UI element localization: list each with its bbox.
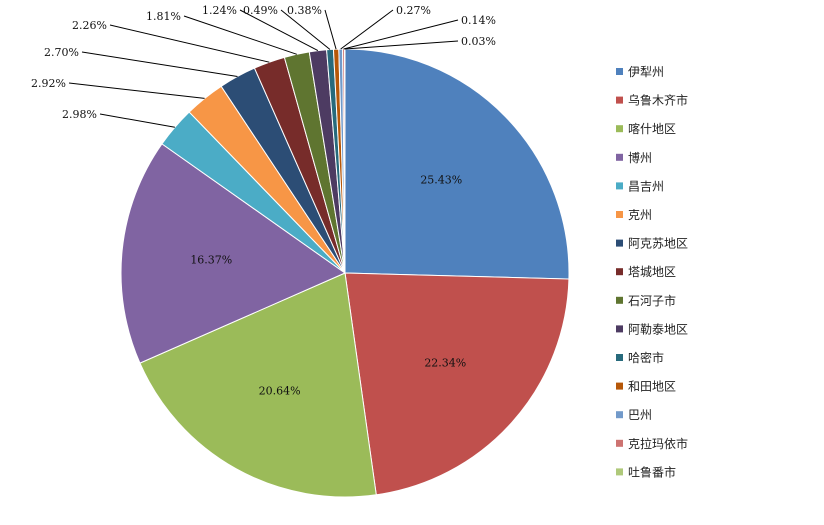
data-label: 0.49%: [243, 4, 278, 17]
data-label: 2.26%: [72, 19, 107, 32]
legend-label: 塔城地区: [628, 265, 676, 279]
legend-swatch: [616, 354, 623, 361]
legend-label: 吐鲁番市: [628, 464, 676, 479]
legend-label: 阿勒泰地区: [628, 322, 688, 336]
legend-item: 克州: [616, 208, 652, 222]
legend-item: 哈密市: [616, 350, 664, 365]
legend-swatch: [616, 97, 623, 104]
pie-slice: [345, 49, 569, 279]
leader-line: [110, 25, 269, 62]
legend-item: 克拉玛依市: [616, 436, 688, 451]
leader-line: [82, 52, 238, 77]
leader-line: [100, 114, 175, 127]
leader-line: [184, 16, 297, 54]
legend-label: 和田地区: [628, 380, 676, 394]
legend-item: 喀什地区: [616, 122, 676, 136]
pie-slice: [345, 273, 569, 495]
legend-item: 乌鲁木齐市: [616, 93, 688, 108]
data-label: 2.98%: [62, 108, 97, 121]
data-label: 1.81%: [146, 10, 181, 23]
legend-swatch: [616, 411, 623, 418]
data-label: 2.92%: [31, 77, 66, 90]
legend-swatch: [616, 297, 623, 304]
data-label: 2.70%: [44, 46, 79, 59]
legend-label: 伊犁州: [628, 65, 664, 79]
legend-swatch: [616, 182, 623, 189]
legend-item: 吐鲁番市: [616, 464, 676, 479]
data-label: 0.03%: [461, 35, 496, 48]
legend-item: 塔城地区: [616, 265, 676, 279]
legend-swatch: [616, 125, 623, 132]
data-label: 0.27%: [396, 4, 431, 17]
legend-item: 巴州: [616, 408, 652, 422]
leader-line: [345, 41, 458, 49]
legend-swatch: [616, 468, 623, 475]
legend-swatch: [616, 268, 623, 275]
legend-label: 哈密市: [628, 350, 664, 365]
legend-label: 克州: [628, 208, 652, 222]
legend-label: 博州: [628, 150, 652, 165]
legend-label: 巴州: [628, 408, 652, 422]
legend-swatch: [616, 240, 623, 247]
legend-swatch: [616, 68, 623, 75]
legend-label: 石河子市: [628, 293, 676, 308]
legend-item: 阿勒泰地区: [616, 322, 688, 336]
legend-item: 阿克苏地区: [616, 237, 688, 251]
legend-swatch: [616, 383, 623, 390]
legend-item: 伊犁州: [616, 65, 664, 79]
data-label: 25.43%: [420, 173, 462, 186]
legend: 伊犁州乌鲁木齐市喀什地区博州昌吉州克州阿克苏地区塔城地区石河子市阿勒泰地区哈密市…: [616, 65, 688, 479]
data-label: 22.34%: [424, 357, 466, 370]
legend-item: 昌吉州: [616, 179, 664, 193]
leader-line: [69, 83, 205, 98]
legend-label: 阿克苏地区: [628, 237, 688, 251]
legend-swatch: [616, 154, 623, 161]
data-label: 0.14%: [461, 14, 496, 27]
legend-label: 昌吉州: [628, 179, 664, 193]
legend-item: 石河子市: [616, 293, 676, 308]
legend-item: 和田地区: [616, 380, 676, 394]
legend-label: 喀什地区: [628, 122, 676, 136]
legend-swatch: [616, 440, 623, 447]
pie-slices: [121, 49, 569, 497]
legend-label: 克拉玛依市: [628, 436, 688, 451]
data-label: 16.37%: [190, 254, 232, 267]
data-label: 20.64%: [259, 384, 301, 397]
legend-item: 博州: [616, 150, 652, 165]
legend-swatch: [616, 211, 623, 218]
leader-line: [325, 10, 336, 49]
data-label: 1.24%: [202, 4, 237, 17]
legend-label: 乌鲁木齐市: [628, 93, 688, 108]
legend-swatch: [616, 325, 623, 332]
data-label: 0.38%: [287, 4, 322, 17]
